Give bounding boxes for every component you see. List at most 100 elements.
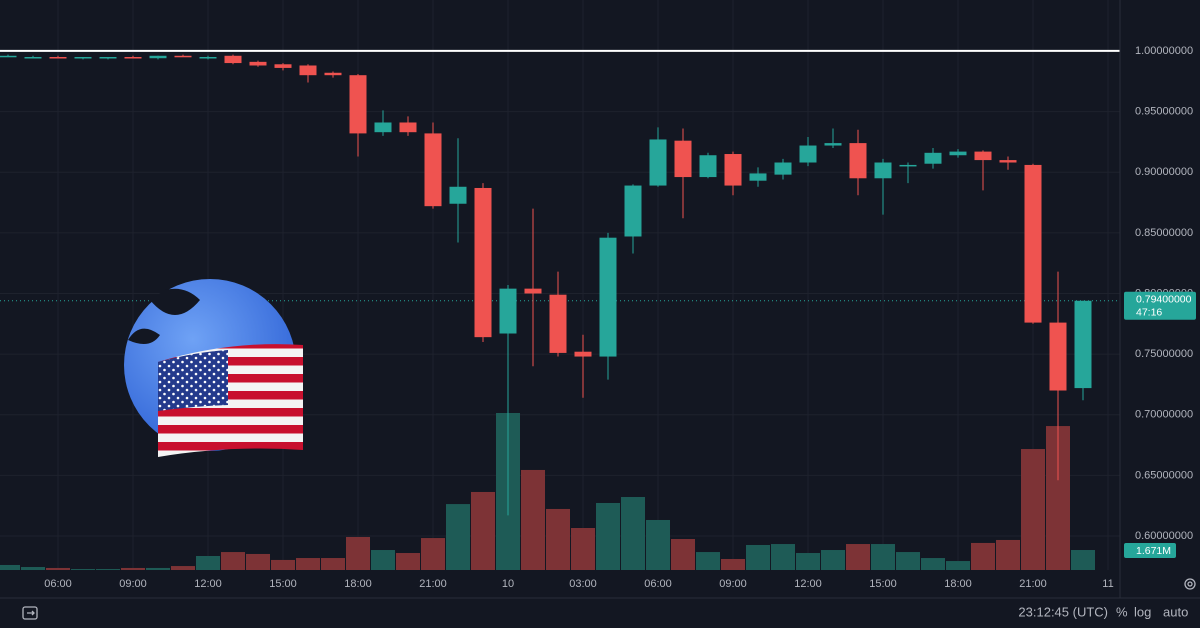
- candle-body: [274, 64, 292, 68]
- y-tick-label: 0.65000000: [1135, 469, 1193, 481]
- volume-bar: [21, 567, 45, 570]
- volume-bar: [396, 553, 420, 570]
- candle-body: [674, 140, 692, 178]
- candle-body: [124, 57, 142, 59]
- volume-bar: [371, 550, 395, 570]
- flag: [158, 344, 303, 457]
- volume-bar: [696, 552, 720, 570]
- candle-body: [824, 143, 842, 146]
- candle-body: [174, 55, 192, 58]
- volume-bar: [571, 527, 595, 570]
- volume-bar: [196, 555, 220, 570]
- x-tick-label: 12:00: [794, 578, 822, 590]
- volume-bar: [546, 508, 570, 570]
- candle-body: [449, 186, 467, 204]
- volume-bar: [646, 519, 670, 570]
- last-price-label: 0.79400000: [1136, 294, 1192, 306]
- volume-label-box: [1124, 543, 1176, 559]
- y-tick-label: 0.90000000: [1135, 166, 1193, 178]
- icon-arrow: [27, 610, 35, 616]
- x-tick-label: 21:00: [1019, 578, 1047, 590]
- y-tick-label: 0.85000000: [1135, 227, 1193, 239]
- candle-body: [549, 294, 567, 353]
- candle-body: [24, 57, 42, 59]
- volume-bar: [446, 504, 470, 570]
- volume-bar: [71, 569, 95, 570]
- x-tick-label: 03:00: [569, 578, 597, 590]
- volume-bar: [521, 469, 545, 570]
- candle-body: [49, 57, 67, 59]
- auto-toggle[interactable]: auto: [1163, 604, 1188, 619]
- candle-body: [499, 288, 517, 334]
- x-tick-label: 09:00: [119, 578, 147, 590]
- volume-bar: [971, 542, 995, 570]
- gear: [1184, 578, 1196, 590]
- candle-body: [974, 151, 992, 161]
- volume-bar: [896, 552, 920, 570]
- volume-bar: [0, 564, 20, 570]
- volume-bar: [721, 558, 745, 570]
- replay-icon[interactable]: [22, 606, 38, 620]
- x-tick-label: 15:00: [869, 578, 897, 590]
- volume-bar: [621, 497, 645, 570]
- candle-body: [649, 139, 667, 186]
- volume-bar: [796, 553, 820, 570]
- candle-body: [899, 164, 917, 167]
- volume-bar: [46, 567, 70, 570]
- y-tick-label: 0.95000000: [1135, 105, 1193, 117]
- candle-body: [324, 72, 342, 76]
- volume-bar: [871, 544, 895, 570]
- percent-toggle[interactable]: %: [1116, 604, 1128, 619]
- candle-body: [1074, 300, 1092, 389]
- candle-body: [224, 55, 242, 64]
- candle-body: [874, 162, 892, 179]
- x-tick-label: 06:00: [44, 578, 72, 590]
- candle-body: [424, 133, 442, 207]
- gear-hub: [1187, 581, 1193, 587]
- candle-body: [749, 173, 767, 181]
- volume-bar: [771, 544, 795, 570]
- x-tick-label: 18:00: [344, 578, 372, 590]
- y-tick-label: 0.70000000: [1135, 409, 1193, 421]
- x-tick-label: 18:00: [944, 578, 972, 590]
- candle-body: [849, 143, 867, 179]
- volume-bar: [596, 502, 620, 570]
- candle-body: [1049, 322, 1067, 391]
- volume-bar: [421, 538, 445, 570]
- clock: 23:12:45 (UTC): [1018, 604, 1108, 619]
- volume-bar: [921, 558, 945, 570]
- candle-body: [1024, 164, 1042, 323]
- candle-body: [149, 55, 167, 59]
- x-tick-label: 06:00: [644, 578, 672, 590]
- icon-frame: [22, 606, 38, 620]
- candle-body: [724, 154, 742, 186]
- volume-bar: [171, 566, 195, 570]
- x-tick-label: 21:00: [419, 578, 447, 590]
- candle-body: [349, 75, 367, 134]
- volume-bar: [96, 569, 120, 570]
- log-toggle[interactable]: log: [1134, 604, 1151, 619]
- volume-bar: [821, 550, 845, 570]
- volume-label: 1.671M: [1136, 545, 1171, 557]
- x-tick-label: 09:00: [719, 578, 747, 590]
- volume-bar: [146, 567, 170, 570]
- x-tick-label: 11: [1102, 578, 1113, 590]
- volume-bar: [246, 553, 270, 570]
- candle-body: [99, 57, 117, 59]
- volume-bar: [121, 567, 145, 570]
- settings-icon[interactable]: [1184, 578, 1196, 590]
- volume-bar: [946, 561, 970, 570]
- volume-bar: [746, 544, 770, 570]
- volume-bar: [671, 539, 695, 570]
- y-tick-label: 1.00000000: [1135, 45, 1193, 57]
- countdown: 47:16: [1136, 307, 1162, 319]
- volume-bar: [1071, 550, 1095, 570]
- volume-bar: [221, 552, 245, 570]
- candle-body: [774, 162, 792, 175]
- y-tick-label: 0.75000000: [1135, 348, 1193, 360]
- candle-body: [924, 152, 942, 164]
- candle-body: [949, 151, 967, 156]
- candle-body: [399, 122, 417, 133]
- candle-body: [524, 288, 542, 294]
